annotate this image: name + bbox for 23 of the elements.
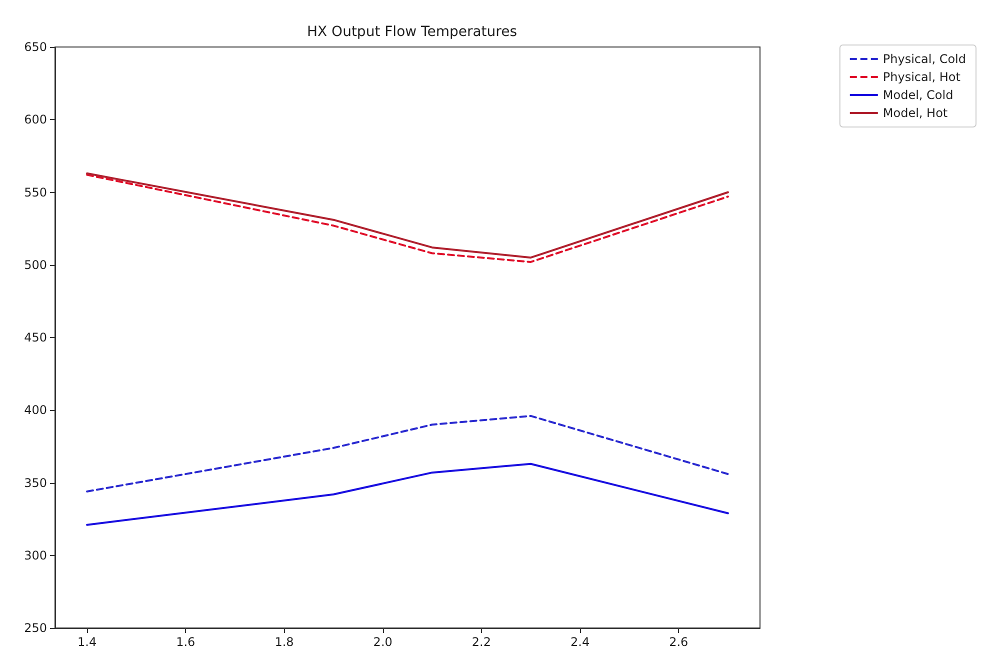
y-tick-label: 650 (24, 40, 47, 54)
x-tick-label: 1.6 (176, 635, 196, 649)
x-tick-label: 1.8 (274, 635, 294, 649)
y-tick-label: 600 (24, 112, 47, 127)
legend-label: Model, Cold (882, 88, 954, 102)
legend-label: Model, Hot (882, 106, 948, 120)
y-tick-label: 450 (24, 330, 47, 344)
y-tick-label: 250 (24, 621, 47, 635)
chart-title: HX Output Flow Temperatures (306, 24, 518, 40)
x-tick-label: 1.4 (78, 635, 97, 649)
y-tick-label: 400 (24, 403, 47, 418)
line-series (86, 462, 729, 526)
legend-label: Physical, Cold (882, 52, 966, 66)
y-tick-label: 350 (24, 476, 47, 490)
x-tick-label: 2.6 (669, 635, 688, 649)
x-tick-label: 2.2 (472, 635, 491, 649)
x-tick-label: 2.4 (570, 635, 590, 649)
y-tick-label: 500 (24, 258, 47, 272)
y-tick-label: 550 (24, 185, 47, 200)
line-series (86, 414, 729, 492)
y-tick-label: 300 (24, 548, 47, 562)
legend-label: Physical, Hot (882, 70, 961, 84)
x-tick-label: 2.0 (373, 635, 392, 649)
